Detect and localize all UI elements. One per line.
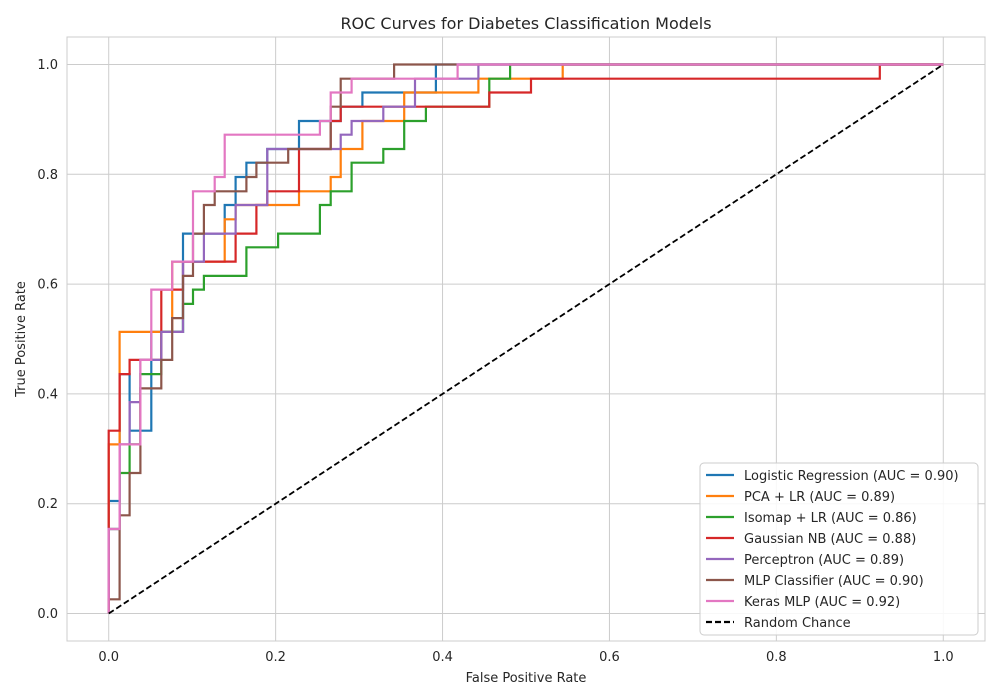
legend-label: MLP Classifier (AUC = 0.90) — [744, 574, 924, 589]
x-axis-label: False Positive Rate — [466, 671, 587, 686]
legend-label: Random Chance — [744, 616, 851, 631]
roc-curve-4 — [107, 63, 944, 614]
x-tick-label: 0.6 — [599, 650, 620, 665]
y-tick-label: 0.6 — [37, 278, 58, 293]
y-axis-label: True Positive Rate — [14, 281, 29, 398]
legend-label: Logistic Regression (AUC = 0.90) — [744, 469, 959, 484]
y-axis-ticks: 0.0 0.2 0.4 0.6 0.8 1.0 — [37, 58, 58, 622]
legend-box — [699, 462, 979, 636]
x-tick-label: 0.2 — [265, 650, 286, 665]
y-tick-label: 0.4 — [37, 387, 58, 402]
legend-label: PCA + LR (AUC = 0.89) — [744, 490, 895, 505]
x-axis-ticks: 0.0 0.2 0.4 0.6 0.8 1.0 — [98, 650, 953, 665]
x-tick-label: 0.0 — [98, 650, 119, 665]
roc-series — [107, 63, 944, 615]
y-tick-label: 0.0 — [37, 607, 58, 622]
random-chance-line — [108, 63, 944, 615]
chart-title: ROC Curves for Diabetes Classification M… — [340, 14, 711, 33]
legend: Logistic Regression (AUC = 0.90) PCA + LR… — [699, 462, 979, 636]
x-tick-label: 0.4 — [432, 650, 453, 665]
y-tick-label: 0.2 — [37, 497, 58, 512]
roc-curve-6 — [107, 63, 944, 614]
x-tick-label: 1.0 — [933, 650, 954, 665]
y-tick-label: 1.0 — [37, 58, 58, 73]
legend-label: Perceptron (AUC = 0.89) — [744, 553, 904, 568]
x-tick-label: 0.8 — [766, 650, 787, 665]
legend-label: Gaussian NB (AUC = 0.88) — [744, 532, 916, 547]
legend-label: Keras MLP (AUC = 0.92) — [744, 595, 900, 610]
y-tick-label: 0.8 — [37, 168, 58, 183]
legend-label: Isomap + LR (AUC = 0.86) — [744, 511, 917, 526]
grid-lines — [67, 37, 985, 641]
